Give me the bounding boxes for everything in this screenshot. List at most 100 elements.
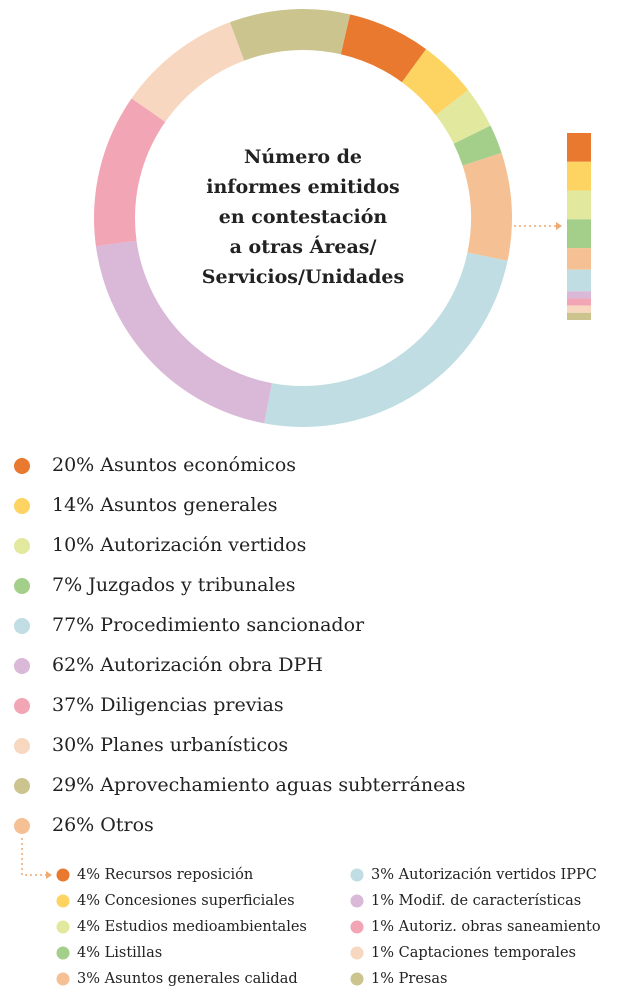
- donut-segment: [462, 152, 512, 261]
- legend-value: 37%: [52, 694, 94, 716]
- legend-value: 3%: [371, 867, 394, 883]
- legend-name: Planes urbanísticos: [100, 734, 288, 756]
- arrow-head: [46, 871, 52, 879]
- legend-value: 14%: [52, 494, 94, 516]
- donut-segment: [401, 49, 469, 116]
- legend-value: 77%: [52, 614, 94, 636]
- legend-marker: [56, 920, 70, 934]
- bar-segment: [567, 161, 591, 191]
- legend-name: Juzgados y tribunales: [86, 574, 295, 596]
- legend-label: 37% Diligencias previas: [52, 694, 284, 716]
- legend-label: 14% Asuntos generales: [52, 494, 277, 516]
- chart-title: en contestación: [219, 206, 388, 228]
- bar-segment: [567, 312, 591, 320]
- legend-name: Autorización vertidos IPPC: [398, 867, 597, 883]
- legend-name: Estudios medioambientales: [105, 919, 307, 935]
- legend-marker: [56, 868, 70, 882]
- legend-marker: [14, 578, 30, 594]
- legend-label: 20% Asuntos económicos: [52, 454, 296, 476]
- bar-segment: [567, 219, 591, 249]
- legend-value: 4%: [77, 867, 100, 883]
- bar-segment: [567, 291, 591, 299]
- legend-name: Modif. de características: [399, 893, 582, 909]
- legend-name: Asuntos económicos: [99, 454, 296, 476]
- legend-label: 1% Autoriz. obras saneamiento: [371, 919, 601, 935]
- bar-segment: [567, 269, 591, 292]
- legend-marker: [350, 972, 364, 986]
- bar-segment: [567, 305, 591, 313]
- legend-name: Captaciones temporales: [399, 945, 576, 961]
- legend-label: 1% Modif. de características: [371, 893, 581, 909]
- legend-label: 4% Concesiones superficiales: [77, 893, 295, 909]
- legend-label: 1% Presas: [371, 971, 447, 987]
- legend-name: Otros: [100, 814, 153, 836]
- legend-value: 62%: [52, 654, 94, 676]
- legend-label: 7% Juzgados y tribunales: [52, 574, 296, 596]
- donut-segment: [453, 125, 502, 166]
- connector: [21, 838, 48, 876]
- donut-segment: [93, 98, 166, 247]
- legend-label: 4% Recursos reposición: [77, 867, 253, 883]
- legend-value: 4%: [77, 893, 100, 909]
- bar-segment: [567, 133, 591, 162]
- legend-name: Aprovechamiento aguas subterráneas: [99, 774, 465, 796]
- chart-title: Servicios/Unidades: [202, 266, 404, 288]
- donut-segment: [264, 252, 508, 427]
- legend-name: Autorización vertidos: [99, 534, 306, 556]
- legend-marker: [350, 894, 364, 908]
- legend-marker: [14, 778, 30, 794]
- legend-marker: [350, 868, 364, 882]
- legend-label: 3% Autorización vertidos IPPC: [371, 867, 597, 883]
- legend-marker: [14, 498, 30, 514]
- chart-title: a otras Áreas/: [230, 235, 377, 258]
- legend-name: Autorización obra DPH: [99, 654, 323, 676]
- legend-label: 3% Asuntos generales calidad: [77, 971, 298, 987]
- legend-marker: [14, 458, 30, 474]
- legend-marker: [14, 738, 30, 754]
- legend-value: 30%: [52, 734, 94, 756]
- legend-marker: [14, 658, 30, 674]
- legend-marker: [350, 946, 364, 960]
- donut-segment: [131, 22, 245, 122]
- legend-marker: [14, 698, 30, 714]
- chart-title: informes emitidos: [206, 176, 399, 198]
- arrow-head: [556, 222, 562, 230]
- bar-segment: [567, 248, 591, 270]
- legend-value: 1%: [371, 945, 394, 961]
- legend-label: 10% Autorización vertidos: [52, 534, 306, 556]
- legend-name: Asuntos generales calidad: [104, 971, 298, 987]
- legend-marker: [350, 920, 364, 934]
- legend-value: 10%: [52, 534, 94, 556]
- legend-name: Presas: [399, 971, 448, 987]
- legend-label: 62% Autorización obra DPH: [52, 654, 323, 676]
- legend-name: Procedimiento sancionador: [100, 614, 365, 636]
- legend-label: 1% Captaciones temporales: [371, 945, 576, 961]
- donut-segment: [340, 14, 427, 83]
- legend-value: 4%: [77, 919, 100, 935]
- legend-name: Concesiones superficiales: [105, 893, 295, 909]
- legend-value: 26%: [52, 814, 94, 836]
- legend-label: 77% Procedimiento sancionador: [52, 614, 365, 636]
- legend-marker: [14, 618, 30, 634]
- bar-segment: [567, 298, 591, 306]
- legend-value: 7%: [52, 574, 82, 596]
- legend-name: Autoriz. obras saneamiento: [398, 919, 601, 935]
- legend-label: 29% Aprovechamiento aguas subterráneas: [52, 774, 465, 796]
- donut-segment: [95, 240, 272, 424]
- legend-marker: [56, 972, 70, 986]
- legend-name: Asuntos generales: [99, 494, 277, 516]
- legend-name: Listillas: [105, 945, 163, 961]
- legend-label: 4% Listillas: [77, 945, 162, 961]
- legend-marker: [56, 946, 70, 960]
- legend-name: Diligencias previas: [100, 694, 283, 716]
- donut-segment: [229, 9, 351, 61]
- legend-label: 26% Otros: [52, 814, 154, 836]
- legend-value: 1%: [371, 971, 394, 987]
- legend-value: 20%: [52, 454, 94, 476]
- legend-label: 30% Planes urbanísticos: [52, 734, 288, 756]
- bar-segment: [567, 190, 591, 220]
- legend-name: Recursos reposición: [105, 867, 254, 883]
- legend-value: 3%: [77, 971, 100, 987]
